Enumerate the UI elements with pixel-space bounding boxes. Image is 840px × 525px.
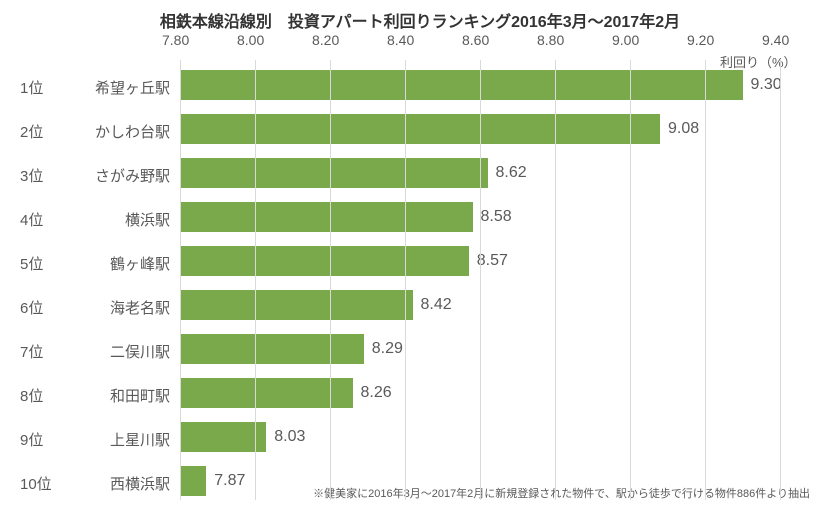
station-label: 和田町駅 — [0, 385, 170, 406]
value-label: 8.29 — [372, 340, 403, 358]
bar — [180, 114, 660, 144]
gridline — [555, 60, 556, 500]
value-label: 8.62 — [496, 164, 527, 182]
chart-container: 相鉄本線沿線別 投資アパート利回りランキング2016年3月～2017年2月 利回… — [0, 0, 840, 525]
station-label: 希望ヶ丘駅 — [0, 77, 170, 98]
bar — [180, 378, 353, 408]
gridline — [255, 60, 256, 500]
x-tick-label: 8.20 — [312, 32, 339, 48]
x-tick-label: 8.40 — [387, 32, 414, 48]
bar — [180, 246, 469, 276]
value-label: 9.30 — [751, 76, 782, 94]
bar — [180, 70, 743, 100]
bar — [180, 202, 473, 232]
chart-title: 相鉄本線沿線別 投資アパート利回りランキング2016年3月～2017年2月 — [0, 8, 840, 32]
station-label: 海老名駅 — [0, 297, 170, 318]
x-tick-label: 9.20 — [687, 32, 714, 48]
value-label: 8.03 — [274, 428, 305, 446]
gridline — [780, 60, 781, 500]
x-tick-label: 7.80 — [162, 32, 189, 48]
value-label: 8.26 — [361, 384, 392, 402]
gridline — [480, 60, 481, 500]
bar — [180, 334, 364, 364]
value-label: 9.08 — [668, 120, 699, 138]
bar — [180, 466, 206, 496]
station-label: 鶴ヶ峰駅 — [0, 253, 170, 274]
value-label: 8.57 — [477, 252, 508, 270]
station-label: かしわ台駅 — [0, 121, 170, 142]
bar — [180, 158, 488, 188]
bar — [180, 290, 413, 320]
x-tick-label: 9.00 — [612, 32, 639, 48]
gridline — [405, 60, 406, 500]
footnote: ※健美家に2016年3月～2017年2月に新規登録された物件で、駅から徒歩で行け… — [313, 485, 810, 501]
gridline — [705, 60, 706, 500]
x-tick-label: 9.40 — [762, 32, 789, 48]
x-tick-label: 8.60 — [462, 32, 489, 48]
station-label: さがみ野駅 — [0, 165, 170, 186]
value-label: 8.42 — [421, 296, 452, 314]
station-label: 西横浜駅 — [0, 473, 170, 494]
bar — [180, 422, 266, 452]
gridline — [630, 60, 631, 500]
x-tick-label: 8.00 — [237, 32, 264, 48]
gridline — [180, 60, 181, 500]
station-label: 横浜駅 — [0, 209, 170, 230]
station-label: 二俣川駅 — [0, 341, 170, 362]
value-label: 7.87 — [214, 472, 245, 490]
value-label: 8.58 — [481, 208, 512, 226]
gridline — [330, 60, 331, 500]
station-label: 上星川駅 — [0, 429, 170, 450]
x-tick-label: 8.80 — [537, 32, 564, 48]
